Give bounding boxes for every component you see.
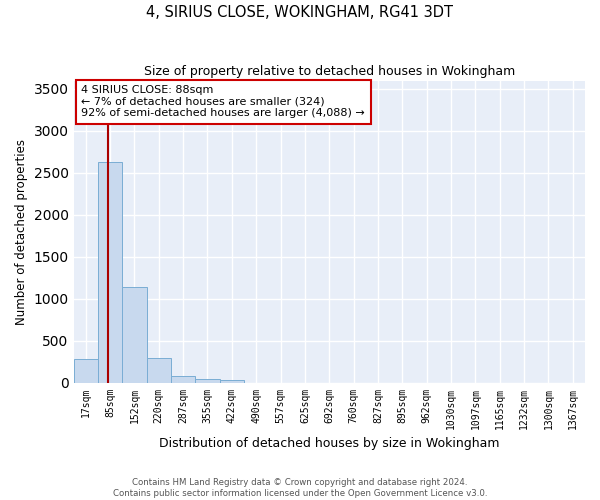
Bar: [122, 287, 146, 382]
Y-axis label: Number of detached properties: Number of detached properties: [15, 138, 28, 324]
Bar: [220, 380, 244, 382]
Bar: [98, 162, 122, 382]
Bar: [171, 376, 196, 382]
Bar: [196, 379, 220, 382]
Title: Size of property relative to detached houses in Wokingham: Size of property relative to detached ho…: [143, 65, 515, 78]
X-axis label: Distribution of detached houses by size in Wokingham: Distribution of detached houses by size …: [159, 437, 500, 450]
Text: 4 SIRIUS CLOSE: 88sqm
← 7% of detached houses are smaller (324)
92% of semi-deta: 4 SIRIUS CLOSE: 88sqm ← 7% of detached h…: [81, 85, 365, 118]
Text: 4, SIRIUS CLOSE, WOKINGHAM, RG41 3DT: 4, SIRIUS CLOSE, WOKINGHAM, RG41 3DT: [146, 5, 454, 20]
Bar: [74, 359, 98, 382]
Text: Contains HM Land Registry data © Crown copyright and database right 2024.
Contai: Contains HM Land Registry data © Crown c…: [113, 478, 487, 498]
Bar: [146, 358, 171, 382]
